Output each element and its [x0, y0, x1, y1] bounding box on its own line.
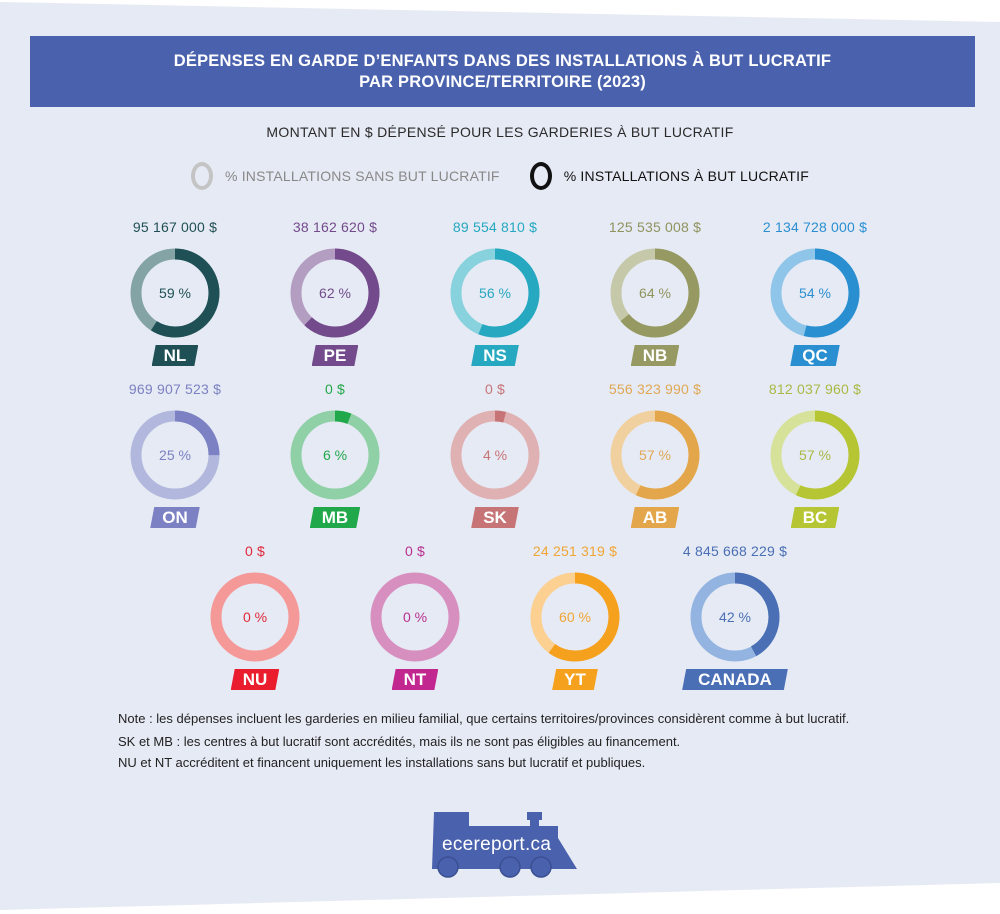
donut-chart: 64 % — [610, 248, 700, 338]
amount-label: 969 907 523 $ — [128, 381, 222, 397]
region-card-nt: 0 $ 0 % NT — [335, 542, 495, 690]
percent-label: 6 % — [322, 447, 348, 463]
region-card-pe: 38 162 620 $ 62 % PE — [255, 218, 415, 366]
region-card-on: 969 907 523 $ 25 % ON — [95, 380, 255, 528]
region-code-badge: BC — [791, 507, 840, 528]
title-banner: DÉPENSES EN GARDE D’ENFANTS DANS DES INS… — [30, 36, 975, 107]
donut-chart: 57 % — [770, 410, 860, 500]
region-code-badge: ON — [150, 507, 200, 528]
percent-label: 60 % — [559, 609, 591, 625]
region-code-badge: MB — [310, 507, 360, 528]
note-line-3: NU et NT accréditent et financent unique… — [118, 755, 646, 770]
percent-label: 57 % — [799, 447, 831, 463]
region-card-nu: 0 $ 0 % NU — [175, 542, 335, 690]
legend: % INSTALLATIONS SANS BUT LUCRATIF % INST… — [0, 162, 1000, 190]
amount-label: 0 $ — [324, 381, 346, 397]
percent-label: 62 % — [319, 285, 351, 301]
note-line-1: Note : les dépenses incluent les garderi… — [118, 711, 850, 726]
region-card-sk: 0 $ 4 % SK — [415, 380, 575, 528]
region-card-mb: 0 $ 6 % MB — [255, 380, 415, 528]
donut-chart: 60 % — [530, 572, 620, 662]
donut-chart: 62 % — [290, 248, 380, 338]
note-line-2: SK et MB : les centres à but lucratif so… — [118, 734, 681, 749]
amount-label: 556 323 990 $ — [608, 381, 702, 397]
region-code-badge: NS — [471, 345, 519, 366]
region-card-qc: 2 134 728 000 $ 54 % QC — [735, 218, 895, 366]
region-card-nl: 95 167 000 $ 59 % NL — [95, 218, 255, 366]
amount-label: 812 037 960 $ — [768, 381, 862, 397]
region-code-badge: NB — [631, 345, 680, 366]
amount-label: 125 535 008 $ — [608, 219, 702, 235]
region-code-badge: NT — [392, 669, 439, 690]
amount-label: 4 845 668 229 $ — [682, 543, 788, 559]
title-line-2: PAR PROVINCE/TERRITOIRE (2023) — [359, 72, 646, 91]
region-card-ab: 556 323 990 $ 57 % AB — [575, 380, 735, 528]
donut-chart: 25 % — [130, 410, 220, 500]
legend-label-nonprofit: % INSTALLATIONS SANS BUT LUCRATIF — [224, 168, 500, 184]
donut-chart: 0 % — [370, 572, 460, 662]
ring-icon-black — [529, 162, 552, 190]
region-card-bc: 812 037 960 $ 57 % BC — [735, 380, 895, 528]
logo-text: ecereport.ca — [442, 834, 552, 855]
percent-label: 54 % — [799, 285, 831, 301]
train-logo-icon — [432, 812, 577, 878]
percent-label: 56 % — [479, 285, 511, 301]
region-card-yt: 24 251 319 $ 60 % YT — [495, 542, 655, 690]
amount-label: 0 $ — [484, 381, 506, 397]
ring-icon-grey — [190, 162, 213, 190]
donut-chart: 0 % — [210, 572, 300, 662]
legend-label-forprofit: % INSTALLATIONS À BUT LUCRATIF — [563, 168, 810, 184]
amount-label: 38 162 620 $ — [292, 219, 378, 235]
region-card-nb: 125 535 008 $ 64 % NB — [575, 218, 735, 366]
percent-label: 0 % — [242, 609, 268, 625]
region-code-badge: AB — [631, 507, 680, 528]
region-code-badge: NL — [152, 345, 199, 366]
percent-label: 25 % — [159, 447, 191, 463]
region-code-badge: QC — [790, 345, 840, 366]
amount-label: 89 554 810 $ — [452, 219, 538, 235]
donut-chart: 54 % — [770, 248, 860, 338]
region-code-badge: SK — [471, 507, 519, 528]
donut-chart: 59 % — [130, 248, 220, 338]
donut-chart: 42 % — [690, 572, 780, 662]
region-card-canada: 4 845 668 229 $ 42 % CANADA — [655, 542, 815, 690]
donut-chart: 57 % — [610, 410, 700, 500]
chart-subtitle: MONTANT EN $ DÉPENSÉ POUR LES GARDERIES … — [266, 124, 734, 140]
region-code-badge: NU — [231, 669, 280, 690]
notes: Note : les dépenses incluent les garderi… — [118, 708, 849, 773]
region-card-ns: 89 554 810 $ 56 % NS — [415, 218, 575, 366]
percent-label: 64 % — [639, 285, 671, 301]
donut-chart: 4 % — [450, 410, 540, 500]
title-line-1: DÉPENSES EN GARDE D’ENFANTS DANS DES INS… — [173, 51, 832, 70]
donut-chart: 56 % — [450, 248, 540, 338]
amount-label: 2 134 728 000 $ — [762, 219, 868, 235]
donut-chart: 6 % — [290, 410, 380, 500]
region-code-badge: PE — [312, 345, 359, 366]
region-code-badge: CANADA — [682, 669, 788, 690]
percent-label: 0 % — [402, 609, 428, 625]
legend-item-forprofit: % INSTALLATIONS À BUT LUCRATIF — [529, 162, 810, 190]
percent-label: 4 % — [482, 447, 508, 463]
amount-label: 0 $ — [244, 543, 266, 559]
percent-label: 59 % — [159, 285, 191, 301]
legend-item-nonprofit: % INSTALLATIONS SANS BUT LUCRATIF — [190, 162, 500, 190]
percent-label: 42 % — [719, 609, 751, 625]
amount-label: 0 $ — [404, 543, 426, 559]
amount-label: 95 167 000 $ — [132, 219, 218, 235]
region-code-badge: YT — [552, 669, 598, 690]
amount-label: 24 251 319 $ — [532, 543, 618, 559]
percent-label: 57 % — [639, 447, 671, 463]
